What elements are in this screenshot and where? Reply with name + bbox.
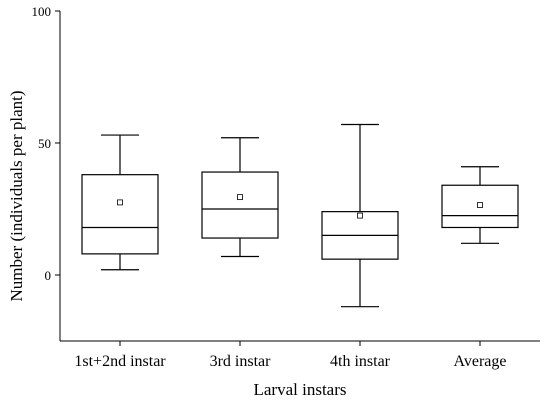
- box-group: [321, 123, 399, 308]
- x-tick-label: 1st+2nd instar: [74, 353, 166, 370]
- mean-marker: [477, 202, 483, 208]
- iqr-box: [81, 174, 159, 255]
- box-group: [201, 137, 279, 258]
- x-tick-label: Average: [454, 353, 507, 370]
- x-tick-label: 4th instar: [330, 353, 391, 370]
- y-ticks: 0 50 100: [32, 4, 60, 283]
- box-group: [441, 166, 519, 244]
- box-group: [81, 134, 159, 271]
- y-tick-label: 0: [45, 268, 52, 283]
- y-tick-label: 100: [32, 4, 52, 19]
- mean-marker: [357, 212, 363, 219]
- y-tick-label: 50: [38, 136, 51, 151]
- x-axis-title: Larval instars: [254, 380, 347, 399]
- boxes: [81, 123, 519, 308]
- y-axis-title: Number (individuals per plant): [7, 90, 26, 301]
- iqr-box: [201, 171, 279, 239]
- x-tick-label: 3rd instar: [210, 353, 272, 370]
- mean-marker: [117, 199, 123, 206]
- axes: [59, 11, 540, 342]
- x-ticks: 1st+2nd instar 3rd instar 4th instar Averag…: [74, 341, 507, 370]
- mean-marker: [237, 194, 243, 201]
